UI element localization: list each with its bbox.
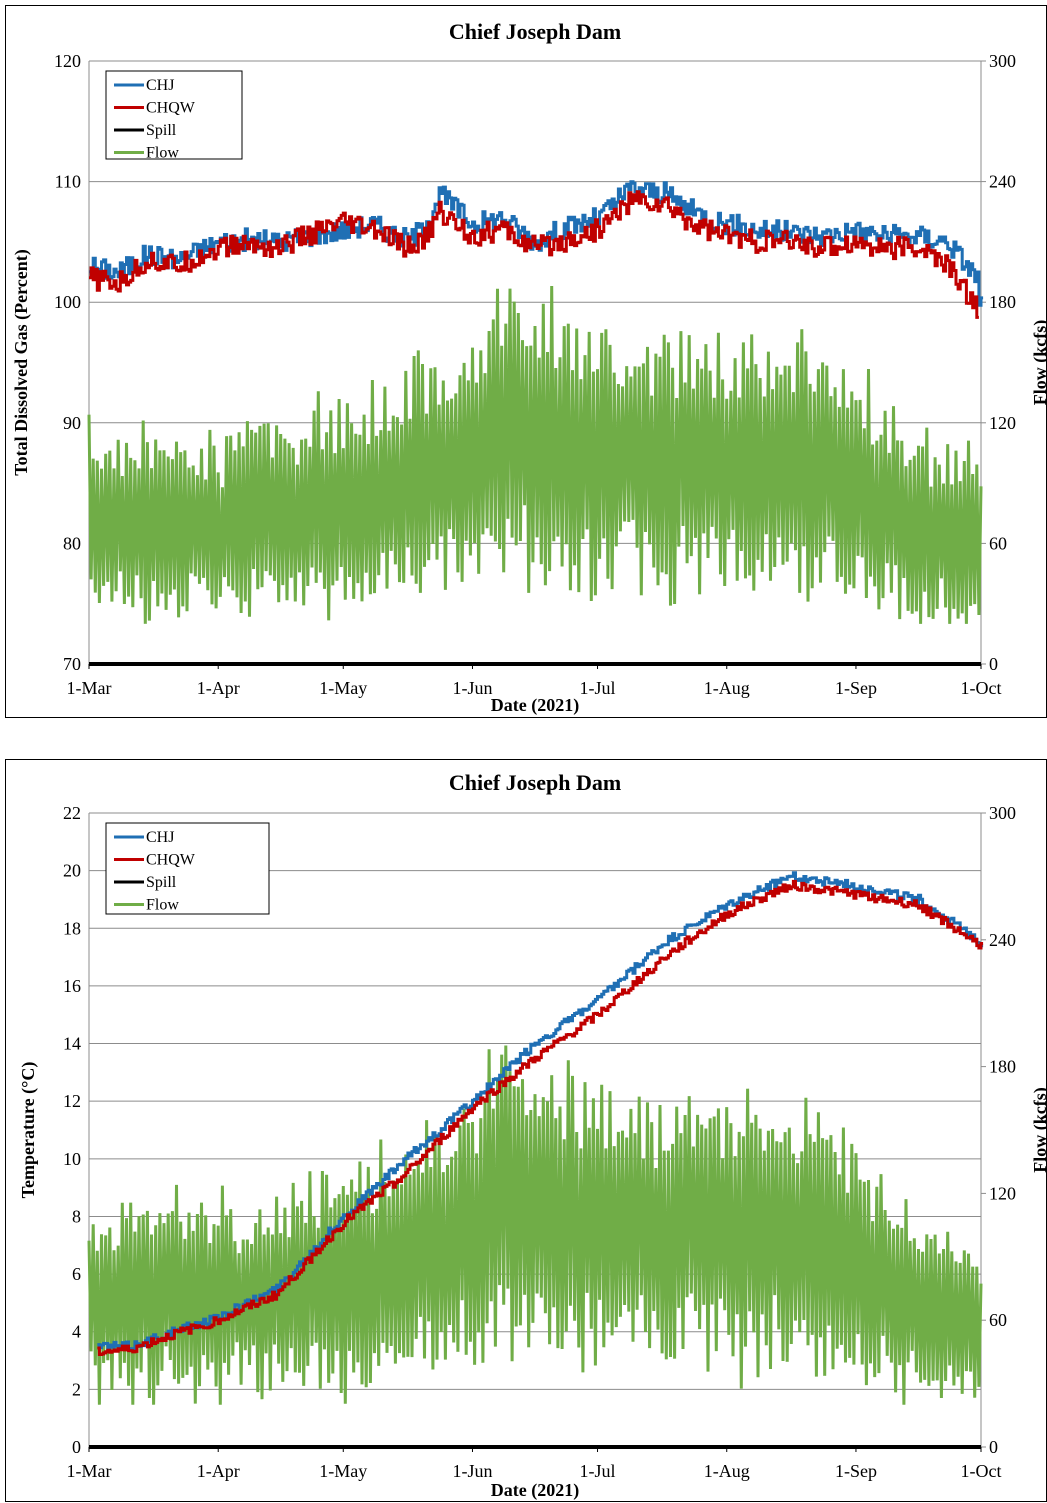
y-tick-label: 90 [63,413,81,433]
y-tick-label: 22 [63,803,81,823]
y-tick-label: 10 [63,1149,81,1169]
series-chj-line [97,871,984,1351]
y2-tick-label: 300 [989,51,1016,71]
y-tick-label: 120 [54,51,81,71]
y2-tick-label: 120 [989,1183,1016,1203]
y-tick-label: 2 [72,1379,81,1399]
chart-title: Chief Joseph Dam [449,770,621,795]
y2-tick-label: 0 [989,654,998,674]
y-tick-label: 14 [63,1034,81,1054]
y-tick-label: 0 [72,1437,81,1457]
x-tick-label: 1-Apr [197,1461,240,1481]
chart-title: Chief Joseph Dam [449,19,621,44]
series-flow-line [87,1045,983,1405]
y-tick-label: 80 [63,533,81,553]
x-tick-label: 1-Jun [452,678,492,698]
y-tick-label: 100 [54,292,81,312]
x-tick-label: 1-May [319,678,367,698]
legend-label: CHQW [146,852,196,869]
x-axis-label: Date (2021) [491,1480,579,1501]
y-tick-label: 20 [63,861,81,881]
series-flow-line [87,285,983,624]
x-tick-label: 1-Sep [835,678,877,698]
y2-tick-label: 0 [989,1437,998,1457]
x-tick-label: 1-Oct [961,678,1002,698]
y-tick-label: 110 [55,172,81,192]
temperature-chart-panel: Chief Joseph Dam 0 2 4 6 8 10 12 14 16 18 20 22 0 60 12… [5,759,1047,1502]
y-tick-label: 16 [63,976,81,996]
tdg-chart: Chief Joseph Dam 70 80 90 100 110 120 0 60 120 180… [11,19,1047,716]
legend-label: Spill [146,874,177,891]
series-chqw-line [97,879,984,1356]
x-tick-label: 1-Aug [704,1461,750,1481]
x-tick-label: 1-Sep [835,1461,877,1481]
legend-label: CHJ [146,77,174,94]
tdg-chart-panel: Chief Joseph Dam 70 80 90 100 110 120 0 60 120 180… [5,5,1047,718]
y-axis-label: Total Dissolved Gas (Percent) [11,249,32,476]
legend-label: Spill [146,122,177,139]
legend-label: Flow [146,897,179,914]
y2-tick-label: 240 [989,930,1016,950]
x-tick-label: 1-Jun [452,1461,492,1481]
y2-tick-label: 240 [989,172,1016,192]
legend: CHJ CHQW Spill Flow [105,70,243,162]
y-tick-label: 12 [63,1091,81,1111]
x-tick-label: 1-Mar [67,1461,112,1481]
y2-tick-label: 60 [989,1310,1007,1330]
y-tick-label: 18 [63,918,81,938]
x-axis-label: Date (2021) [491,695,579,716]
legend: CHJ CHQW Spill Flow [105,822,270,915]
y2-tick-label: 180 [989,292,1016,312]
x-tick-label: 1-Aug [704,678,750,698]
x-tick-label: 1-Jul [580,678,616,698]
y2-tick-label: 120 [989,413,1016,433]
y-axis-label: Temperature (°C) [18,1062,39,1199]
y2-axis-label: Flow (kcfs) [1030,1087,1047,1172]
y-tick-label: 70 [63,654,81,674]
legend-label: CHQW [146,100,196,117]
x-tick-label: 1-Jul [580,1461,616,1481]
x-tick-label: 1-Oct [961,1461,1002,1481]
temperature-chart: Chief Joseph Dam 0 2 4 6 8 10 12 14 16 18 20 22 0 60 12… [18,770,1047,1501]
y2-axis-label: Flow (kcfs) [1030,320,1047,405]
y-tick-label: 6 [72,1264,81,1284]
y-tick-label: 4 [72,1322,81,1342]
y2-tick-label: 180 [989,1057,1016,1077]
x-tick-label: 1-Mar [67,678,112,698]
y-tick-label: 8 [72,1206,81,1226]
y2-tick-label: 60 [989,533,1007,553]
series-chqw-line [89,190,979,319]
legend-label: CHJ [146,829,174,846]
y2-tick-label: 300 [989,803,1016,823]
x-tick-label: 1-Apr [197,678,240,698]
legend-label: Flow [146,145,179,162]
x-tick-label: 1-May [319,1461,367,1481]
